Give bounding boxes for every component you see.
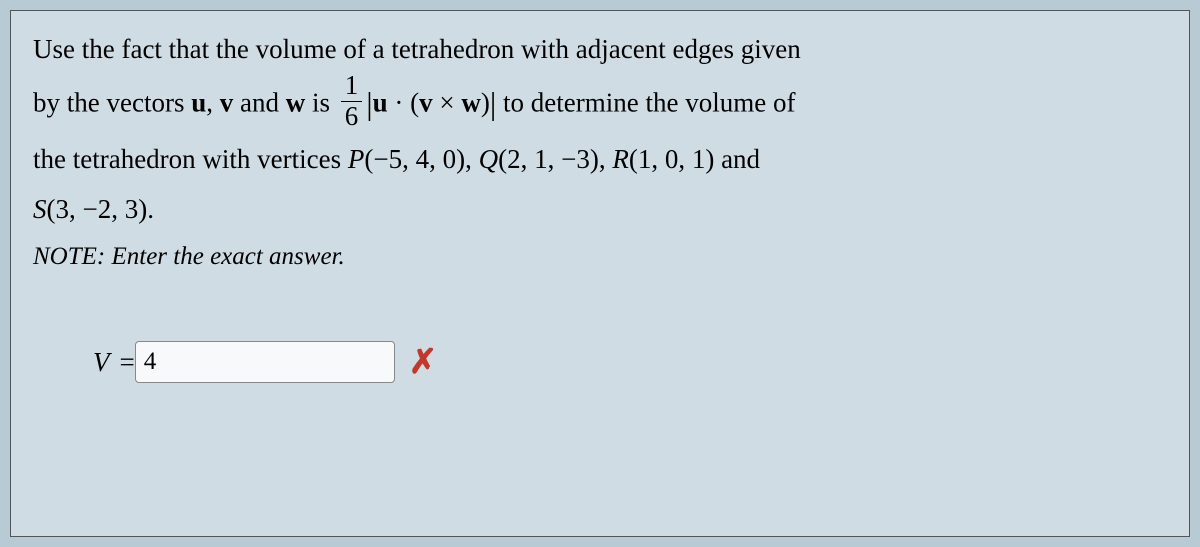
text-segment: to determine the volume of bbox=[496, 87, 795, 117]
vector-u-formula: u bbox=[373, 87, 388, 117]
vector-u: u bbox=[191, 87, 206, 117]
answer-input[interactable] bbox=[135, 341, 395, 383]
problem-panel: Use the fact that the volume of a tetrah… bbox=[10, 10, 1190, 537]
fraction-denominator: 6 bbox=[341, 102, 363, 132]
abs-bar-left: | bbox=[366, 74, 372, 133]
text-segment: and bbox=[714, 144, 760, 174]
point-Q-coords: (2, 1, −3) bbox=[498, 144, 599, 174]
point-P-label: P bbox=[348, 144, 365, 174]
abs-bar-right: | bbox=[490, 74, 496, 133]
answer-row: V = ✗ bbox=[93, 341, 1167, 383]
text-segment: . bbox=[147, 194, 154, 224]
text-segment: , bbox=[599, 144, 613, 174]
point-S-label: S bbox=[33, 194, 47, 224]
point-R-label: R bbox=[612, 144, 629, 174]
point-R-coords: (1, 0, 1) bbox=[629, 144, 714, 174]
vector-v-formula: v bbox=[419, 87, 433, 117]
incorrect-icon: ✗ bbox=[409, 342, 438, 382]
text-segment: , bbox=[206, 87, 220, 117]
point-Q-label: Q bbox=[479, 144, 499, 174]
problem-statement: Use the fact that the volume of a tetrah… bbox=[33, 25, 1167, 235]
text-segment: Use the fact that the volume of a tetrah… bbox=[33, 34, 801, 64]
point-S-coords: (3, −2, 3) bbox=[47, 194, 148, 224]
vector-v: v bbox=[220, 87, 234, 117]
text-segment: and bbox=[233, 87, 285, 117]
text-segment: × bbox=[433, 87, 462, 117]
fraction-one-sixth: 16 bbox=[341, 71, 363, 131]
text-segment: , bbox=[465, 144, 479, 174]
vector-w-formula: w bbox=[461, 87, 481, 117]
point-P-coords: (−5, 4, 0) bbox=[364, 144, 465, 174]
text-segment: by the vectors bbox=[33, 87, 191, 117]
vector-w: w bbox=[286, 87, 306, 117]
text-segment: is bbox=[305, 87, 337, 117]
answer-variable-label: V bbox=[93, 347, 110, 378]
fraction-numerator: 1 bbox=[341, 71, 363, 102]
text-segment: ) bbox=[481, 87, 490, 117]
text-segment: · ( bbox=[388, 87, 419, 117]
text-segment: the tetrahedron with vertices bbox=[33, 144, 348, 174]
note-text: NOTE: Enter the exact answer. bbox=[33, 243, 1167, 271]
equals-sign: = bbox=[120, 347, 135, 378]
